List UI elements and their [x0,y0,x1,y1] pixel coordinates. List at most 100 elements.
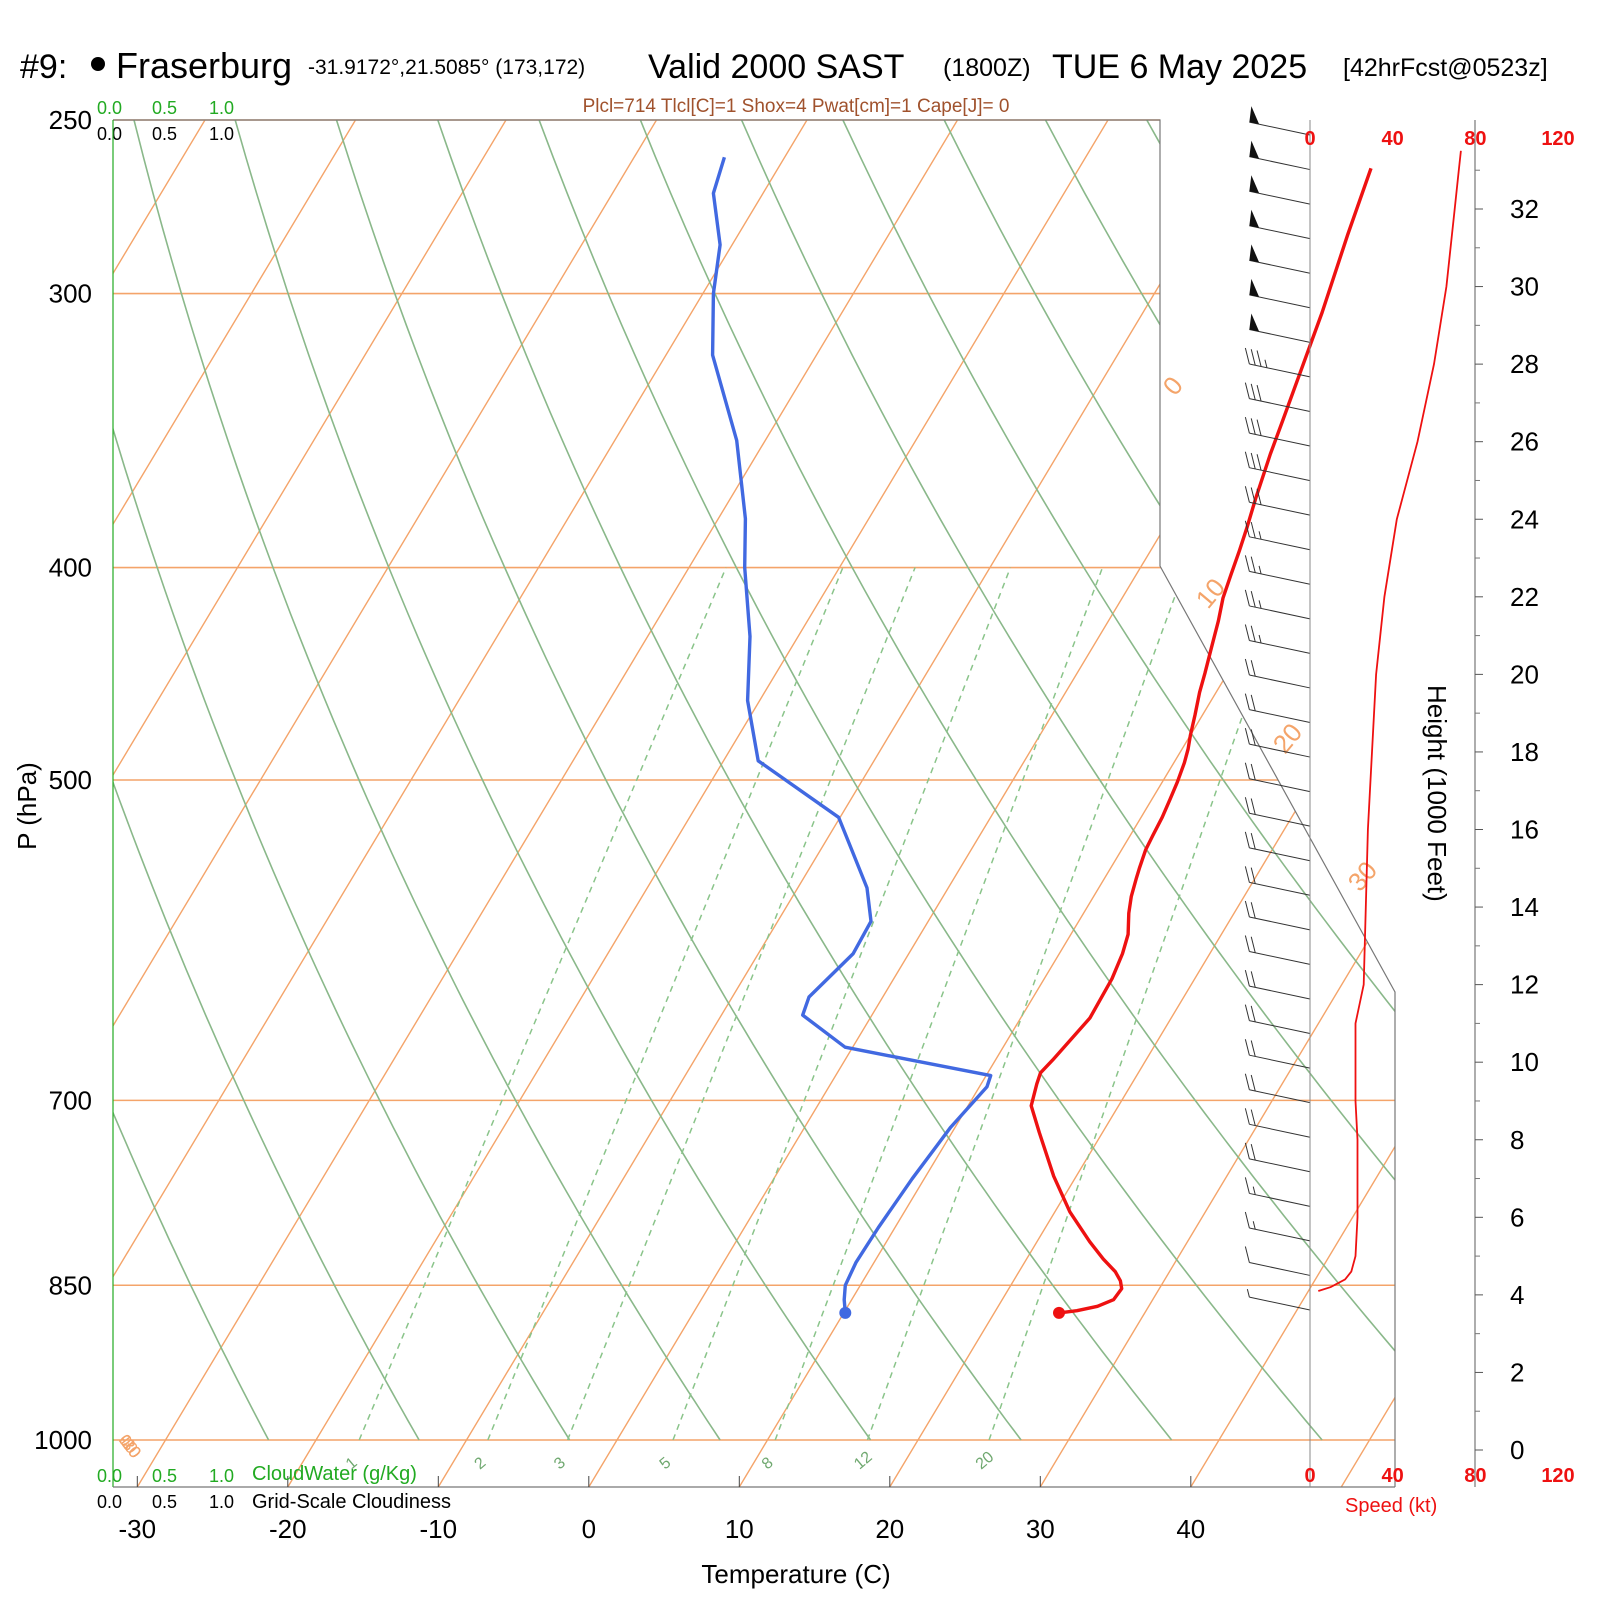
isotherm [136,120,959,1487]
mixing-ratio-line [566,567,916,1441]
barb-flag [1250,902,1256,919]
barb-staff [1249,1296,1311,1311]
height-tick-label: 24 [1510,504,1539,534]
barb-staff [1249,674,1311,689]
barb-flag [1244,1177,1250,1194]
barb-staff [1249,501,1311,516]
barb-staff [1249,709,1311,723]
barb-flag [1244,797,1250,814]
height-axis-label: Height (1000 Feet) [1422,685,1452,902]
barb-flag [1244,693,1250,710]
stability-indices: Plcl=714 Tlcl[C]=1 Shox=4 Pwat[cm]=1 Cap… [583,96,1010,117]
temperature-tick-label: 40 [1176,1514,1205,1544]
forecast-info: [42hrFcst@0523z] [1343,54,1548,82]
height-tick-label: 22 [1510,582,1539,612]
barb-staff [1249,467,1311,482]
barb-flag [1250,660,1256,677]
temperature-tick-label: -20 [269,1514,307,1544]
isotherm [1340,120,1395,1487]
station-name: Fraserburg [116,45,292,86]
sounding-traces [710,156,1373,1319]
pressure-tick-label: 500 [49,765,92,795]
bottom-cloudiness-scale: 0.0 0.5 1.0 Grid-Scale Cloudiness [97,1491,451,1513]
barb-half-flag [1252,1186,1256,1195]
wind-barbs [1244,106,1311,1311]
isotherm [738,120,1395,1487]
dry-adiabat [740,120,1395,1441]
barb-flag [1250,625,1256,642]
temperature-tick-label: 10 [725,1514,754,1544]
barb-pennant [1249,175,1260,194]
isotherm [113,120,808,1487]
temperature-trace [1029,167,1373,1315]
dry-adiabat [113,120,420,1441]
barb-pennant [1249,244,1260,263]
height-tick-label: 28 [1510,349,1539,379]
mixing-ratio-label: 8 [759,1454,777,1473]
speed-tick-bottom: 40 [1382,1465,1404,1487]
barb-staff [1249,1054,1311,1069]
barb-flag [1250,1005,1256,1023]
isotherm [113,120,357,1487]
barb-staff [1249,985,1311,1000]
dry-adiabat [1451,120,1600,1440]
barb-staff [1249,1089,1311,1104]
barb-flag [1244,1246,1250,1263]
barb-staff [1249,1262,1311,1276]
barb-pennant [1249,278,1260,297]
mixing-ratio-label: 2 [471,1454,489,1473]
barb-staff [1249,225,1311,240]
cloudwater-tick: 0.0 [97,1466,122,1486]
cloudiness-tick: 0.0 [97,124,122,144]
isotherm [113,120,658,1487]
station-marker-icon [91,57,105,71]
dry-adiabat [538,120,1323,1441]
barb-flag [1250,1040,1256,1057]
isotherm [287,120,1109,1487]
barb-flag [1250,798,1256,815]
height-tick-label: 16 [1510,815,1539,845]
barb-flag [1250,694,1256,711]
pressure-tick-labels: 250 300 400 500 700 850 1000 [34,105,92,1455]
barb-staff [1249,640,1311,654]
barb-flag [1250,556,1256,573]
isotherm-lines [113,120,1395,1487]
height-tick-label: 12 [1510,970,1539,1000]
barb-flag [1250,1109,1256,1126]
barb-pennant [1249,313,1260,332]
isotherm-label: 0 [1157,370,1189,400]
barb-flag [1244,969,1250,987]
barb-flag [1244,382,1250,399]
barb-staff [1249,812,1311,827]
barb-flag [1244,1211,1250,1229]
speed-tick-bottom: 120 [1541,1465,1574,1487]
barb-half-flag [1258,600,1262,609]
barb-half-flag [1258,531,1262,540]
mixing-ratio-line [487,567,844,1441]
barb-staff [1249,743,1311,758]
height-tick-label: 14 [1510,892,1539,922]
mixing-ratio-label: 3 [551,1454,569,1473]
barb-staff [1249,121,1311,136]
isotherm [889,120,1395,1487]
temperature-tick-label: 20 [875,1514,904,1544]
barb-staff [1249,1192,1311,1207]
pressure-tick-label: 1000 [34,1425,92,1455]
cloudiness-tick: 1.0 [209,124,234,144]
barb-staff [1249,847,1311,862]
speed-tick-top: 40 [1382,128,1404,150]
barb-staff [1249,1020,1311,1035]
dry-adiabat [113,120,571,1441]
mixing-ratio-lines [358,567,1296,1441]
height-tick-label: 10 [1510,1047,1539,1077]
barb-staff [1249,363,1311,378]
cloudwater-tick: 0.0 [97,98,122,118]
isotherm [1190,120,1395,1487]
barb-flag [1250,383,1256,400]
wind-speed-trace [1318,150,1462,1292]
temperature-tick-label: -30 [119,1514,157,1544]
barb-flag [1256,384,1262,402]
speed-tick-top: 0 [1304,128,1315,150]
